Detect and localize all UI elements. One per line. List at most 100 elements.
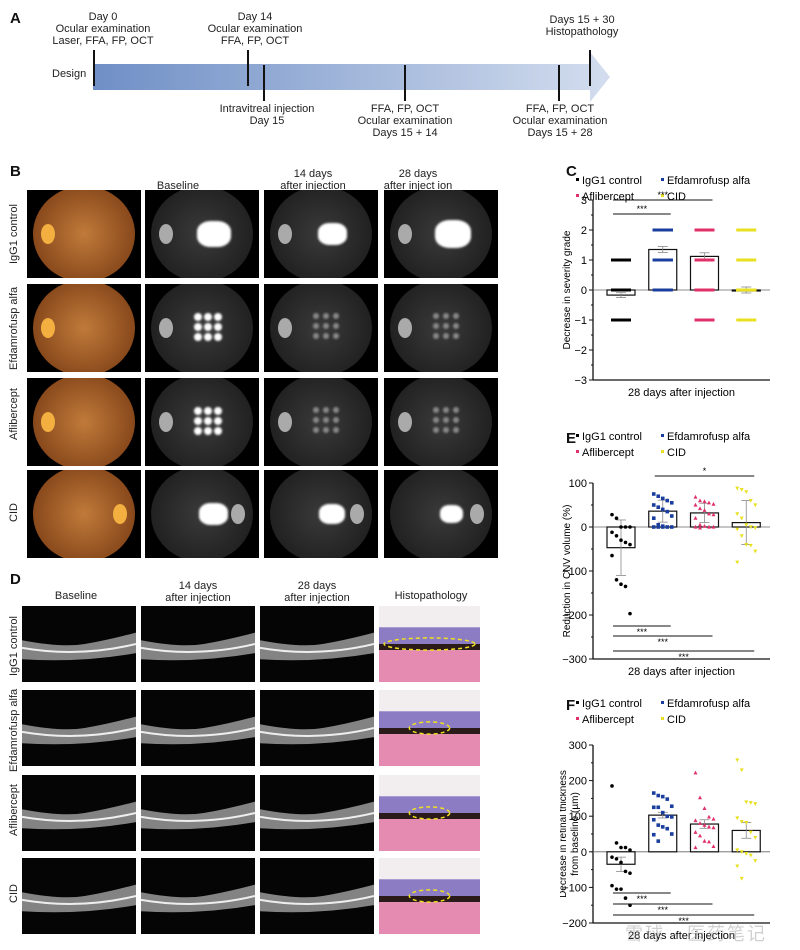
data-point: [748, 543, 753, 548]
data-point: [610, 553, 614, 558]
data-point: [614, 516, 619, 520]
data-point: [651, 503, 656, 507]
b-col-14days: 14 days after injection: [280, 168, 346, 192]
data-point: [693, 494, 698, 499]
data-point: [744, 821, 749, 825]
data-point: [623, 869, 628, 874]
data-point: [753, 835, 758, 840]
oct-scan: [260, 606, 374, 682]
data-point: [753, 802, 758, 806]
y-tick-label: 100: [569, 478, 587, 490]
svg-text:Aflibercept: Aflibercept: [582, 447, 634, 459]
data-point: [669, 832, 674, 836]
data-point: [656, 523, 661, 527]
bar: [648, 248, 678, 291]
data-point: [610, 883, 614, 888]
svg-text:Efdamrofusp alfa: Efdamrofusp alfa: [667, 698, 751, 710]
svg-text:IgG1 control: IgG1 control: [582, 698, 642, 710]
significance-label: *: [703, 466, 707, 476]
data-point: [651, 516, 656, 520]
y-axis-label: Decrease in retinal thicknessfrom baseli…: [560, 770, 581, 898]
data-point: [656, 793, 661, 798]
data-point: [665, 797, 670, 801]
data-point: [656, 805, 661, 810]
oct-scan: [22, 858, 136, 934]
data-point: [619, 538, 623, 542]
x-axis-label: 28 days after injection: [628, 666, 735, 678]
data-point: [628, 525, 632, 529]
oct-scan: [141, 775, 255, 851]
data-point: [669, 514, 674, 518]
svg-text:CID: CID: [667, 714, 686, 726]
event-day15p28: FFA, FP, OCT Ocular examination Days 15 …: [512, 103, 608, 139]
significance-label: ***: [657, 905, 668, 915]
data-point: [665, 509, 670, 514]
event-day0: Day 0 Ocular examination Laser, FFA, FP,…: [52, 11, 154, 47]
data-point: [693, 818, 698, 823]
data-point: [693, 516, 698, 520]
x-axis-label: 28 days after injection: [628, 387, 735, 399]
data-point: [623, 525, 628, 529]
y-axis-label: Reduction in CNV volume (%): [562, 505, 573, 638]
data-point: [651, 805, 656, 810]
fluorescein-angiogram: [384, 470, 498, 558]
data-point: [739, 876, 744, 881]
data-point: [694, 288, 715, 292]
fluorescein-angiogram: [384, 190, 498, 278]
tick-day15p14: [404, 65, 406, 101]
data-point: [736, 258, 757, 262]
panel-letter-b: B: [10, 163, 21, 180]
data-point: [735, 486, 740, 491]
histopathology-image: [379, 775, 480, 851]
data-point: [693, 770, 698, 775]
data-point: [711, 524, 716, 529]
data-point: [753, 503, 758, 508]
svg-text:Efdamrofusp alfa: Efdamrofusp alfa: [667, 431, 751, 443]
b-row-efdamrofusp: Efdamrofusp alfa: [8, 286, 20, 370]
tick-day0: [93, 50, 95, 86]
event-day14: Day 14 Ocular examination FFA, FP, OCT: [207, 11, 303, 47]
data-point: [660, 496, 665, 501]
data-point: [651, 492, 656, 496]
b-row-aflibercept: Aflibercept: [8, 388, 20, 440]
data-point: [611, 288, 631, 292]
data-point: [748, 499, 753, 503]
data-point: [619, 887, 623, 891]
legend-item: Aflibercept: [576, 714, 634, 726]
data-point: [739, 516, 744, 521]
y-tick-label: −200: [562, 610, 587, 622]
data-point: [711, 844, 716, 849]
chart-retinal-thickness: IgG1 control Efdamrofusp alfa Aflibercept C…: [560, 698, 770, 942]
y-tick-label: 0: [581, 522, 587, 534]
data-point: [707, 824, 711, 829]
panel-letter-f: F: [566, 697, 576, 714]
y-tick-label: −3: [574, 375, 587, 387]
data-point: [711, 501, 716, 506]
oct-scan: [141, 858, 255, 934]
significance-label: ***: [678, 652, 689, 662]
data-point: [610, 855, 614, 859]
histopathology-image: [379, 606, 480, 682]
data-point: [735, 512, 740, 516]
fundus-photo: [27, 284, 141, 372]
b-col-28days: 28 days after inject ion: [383, 168, 453, 192]
panel-letter-c: C: [566, 163, 577, 180]
significance-label: ***: [637, 894, 648, 904]
data-point: [748, 801, 753, 805]
fluorescein-angiogram: [264, 190, 378, 278]
oct-scan: [260, 858, 374, 934]
data-point: [619, 860, 623, 865]
fluorescein-angiogram: [264, 284, 378, 372]
y-tick-label: 100: [569, 811, 587, 823]
d-row-efdamrofusp: Efdamrofusp alfa: [8, 688, 20, 772]
d-row-igg1: IgG1 control: [8, 616, 20, 676]
tick-day15: [263, 65, 265, 101]
y-tick-label: 0: [581, 285, 587, 297]
data-point: [702, 838, 707, 843]
design-label: Design: [52, 68, 87, 80]
data-point: [665, 814, 670, 818]
data-point: [656, 525, 661, 529]
data-point: [711, 825, 716, 830]
fluorescein-angiogram: [384, 378, 498, 466]
data-point: [628, 871, 632, 875]
